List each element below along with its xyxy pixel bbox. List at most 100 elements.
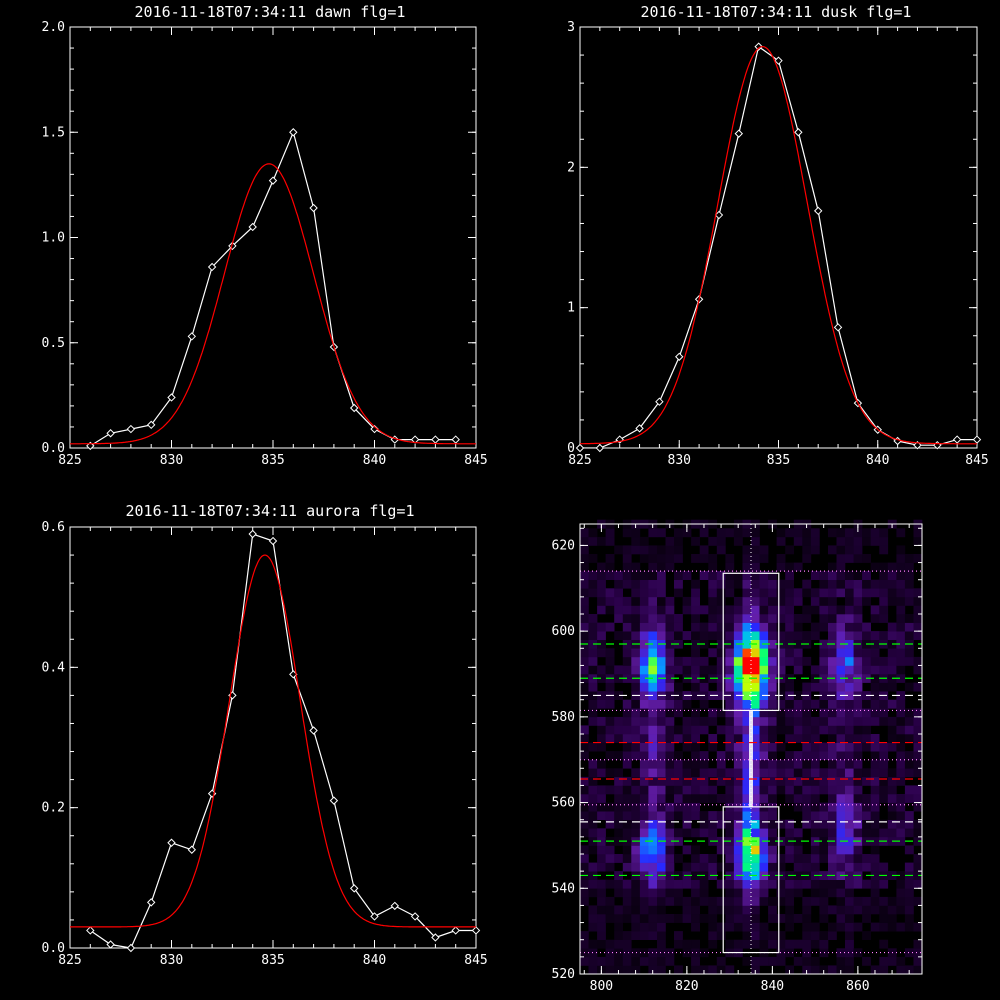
heat-cell — [836, 811, 846, 820]
heat-cell — [819, 716, 829, 726]
heat-cell — [836, 562, 846, 572]
heat-cell — [845, 528, 854, 538]
heat-cell — [913, 836, 923, 846]
heat-cell — [819, 768, 829, 778]
heat-cell — [828, 922, 837, 932]
heat-cell — [614, 716, 623, 726]
heat-cell — [853, 708, 863, 718]
heat-cell — [691, 759, 700, 769]
heat-cell — [759, 819, 769, 829]
heat-cell — [793, 656, 803, 666]
data-point — [349, 884, 359, 893]
heat-cell — [887, 734, 897, 743]
heat-cell — [887, 665, 897, 675]
heat-cell — [742, 699, 752, 709]
heat-cell — [776, 631, 786, 640]
heat-cell — [631, 776, 641, 786]
heat-cell — [879, 965, 889, 975]
y-tick-label: 0.0 — [42, 941, 65, 956]
heat-cell — [725, 794, 735, 803]
heat-cell — [853, 828, 863, 838]
heat-cell — [862, 725, 871, 735]
heat-cell — [904, 656, 914, 666]
heat-cell — [904, 785, 914, 795]
data-point — [167, 393, 176, 402]
heat-cell — [657, 802, 666, 812]
heat-cell — [879, 528, 889, 538]
y-tick-label: 540 — [552, 881, 575, 896]
heat-cell — [657, 931, 666, 940]
heat-cell — [828, 888, 837, 898]
heat-cell — [580, 845, 589, 855]
heat-cell — [828, 819, 837, 829]
heat-cell — [793, 751, 803, 760]
heat-cell — [759, 939, 769, 949]
heat-cell — [802, 545, 812, 555]
heat-cell — [580, 939, 589, 949]
heat-cell — [751, 965, 760, 975]
heat-cell — [597, 734, 606, 743]
heat-cell — [896, 776, 906, 786]
heat-cell — [657, 571, 666, 580]
data-point — [146, 898, 156, 907]
heat-cell — [708, 742, 718, 752]
heat-cell — [733, 708, 743, 718]
heat-cell — [597, 905, 606, 915]
fit-curve — [580, 45, 977, 445]
heat-cell — [597, 536, 606, 546]
heat-cell — [733, 699, 743, 709]
heat-cell — [870, 656, 880, 666]
x-tick-label: 840 — [363, 953, 386, 968]
heat-cell — [836, 528, 846, 538]
heat-cell — [605, 596, 615, 606]
heat-cell — [622, 725, 632, 735]
heat-cell — [682, 571, 692, 580]
heat-cell — [759, 699, 769, 709]
heat-cell — [896, 871, 906, 880]
heat-cell — [733, 528, 743, 538]
heat-cell — [597, 896, 606, 906]
heat-cell — [639, 768, 649, 778]
data-point — [329, 796, 339, 805]
heat-cell — [674, 571, 683, 580]
heat-cell — [776, 665, 786, 675]
heat-cell — [665, 751, 675, 760]
heat-cell — [614, 879, 623, 889]
heat-cell — [588, 914, 598, 923]
heat-cell — [708, 785, 718, 795]
heat-cell — [597, 956, 606, 966]
heat-cell — [819, 905, 829, 915]
heat-cell — [725, 879, 735, 889]
data-point — [187, 332, 197, 341]
heat-cell — [631, 948, 641, 958]
heat-cell — [725, 699, 735, 709]
heat-cell — [810, 605, 820, 615]
heat-cell — [733, 776, 743, 786]
heat-cell — [828, 965, 837, 975]
heat-cell — [828, 785, 837, 795]
heat-cell — [580, 665, 589, 675]
heat-cell — [742, 854, 752, 863]
heat-cell — [733, 656, 743, 666]
heat-cell — [665, 879, 675, 889]
heat-cell — [913, 759, 923, 769]
heat-cell — [725, 605, 735, 615]
heat-cell — [742, 528, 752, 538]
heat-cell — [580, 596, 589, 606]
heat-cell — [862, 656, 871, 666]
heat-cell — [597, 862, 606, 872]
heat-cell — [862, 665, 871, 675]
heat-cell — [845, 725, 854, 735]
heat-cell — [605, 656, 615, 666]
heat-cell — [657, 759, 666, 769]
heat-cell — [648, 682, 658, 692]
data-line — [580, 45, 977, 448]
heat-cell — [648, 605, 658, 615]
heat-cell — [904, 828, 914, 838]
data-point — [187, 845, 197, 854]
heat-cell — [870, 648, 880, 658]
heat-cell — [665, 734, 675, 743]
heat-cell — [580, 622, 589, 632]
heat-cell — [870, 854, 880, 863]
heat-cell — [759, 794, 769, 803]
